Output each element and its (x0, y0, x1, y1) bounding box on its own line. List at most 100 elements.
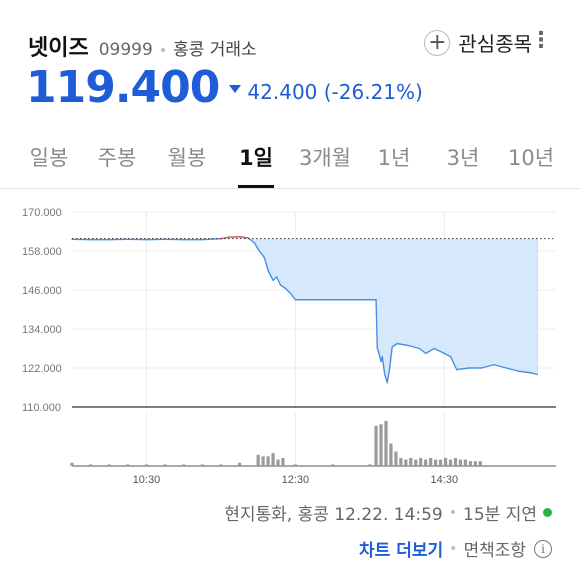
watchlist-label: 관심종목 (458, 32, 532, 56)
y-tick-label: 134.000 (22, 324, 62, 336)
price-line-down (493, 364, 508, 369)
price-line-down (263, 256, 269, 272)
volume-bar (478, 461, 482, 466)
price-line-down (276, 276, 282, 286)
volume-bar (458, 459, 463, 466)
price-line-down (456, 367, 470, 371)
price-line-down (253, 242, 259, 251)
live-status-icon (543, 508, 552, 517)
volume-bar (256, 454, 260, 466)
volume-bar (271, 453, 275, 466)
volume-bar (219, 464, 223, 466)
volume-bar (434, 459, 438, 466)
stock-code: 09999 (98, 40, 153, 60)
volume-bar (399, 457, 403, 466)
volume-bar (200, 464, 204, 466)
price-line-down (443, 352, 452, 358)
tab-monthly[interactable]: 월봉 (167, 146, 207, 170)
chart-links: 차트 더보기 • 면책조항 i (359, 536, 552, 561)
stock-header: 넷이즈 09999 • 홍콩 거래소 (28, 30, 257, 61)
price-line-down (377, 351, 382, 363)
volume-bar (89, 464, 93, 466)
price-line-down (201, 237, 222, 241)
price-line-down (375, 299, 378, 350)
price-line-down (433, 347, 446, 355)
price-line-down (284, 287, 292, 294)
quote-row: 119.400 42.400 (-26.21%) (26, 62, 423, 113)
y-tick-label: 110.000 (22, 402, 61, 414)
volume-bar (331, 464, 335, 466)
tab-10year[interactable]: 10년 (507, 146, 555, 170)
volume-bar (384, 421, 388, 466)
y-tick-label: 170.000 (22, 207, 62, 219)
volume-bar (468, 461, 472, 466)
price-line-up (238, 236, 249, 239)
x-tick-label: 14:30 (431, 474, 459, 486)
volume-bar (448, 459, 453, 466)
volume-bar (293, 464, 297, 466)
tab-3year[interactable]: 3년 (446, 146, 480, 170)
price-line-down (480, 364, 495, 369)
intraday-chart[interactable]: 170.000 158.000 146.000 134.000 122.000 110.0… (0, 195, 580, 495)
volume-bar (368, 464, 372, 466)
volume-bar (379, 424, 383, 466)
volume-bar (237, 462, 242, 466)
price-line-down (389, 346, 393, 369)
volume-bar (424, 459, 428, 466)
volume-bar (473, 461, 477, 466)
disclaimer-link[interactable]: 면책조항 (463, 541, 526, 561)
active-tab-indicator (238, 185, 274, 188)
separator-dot: • (448, 504, 458, 521)
separator-dot: • (158, 43, 168, 59)
price-line-down (279, 284, 287, 290)
more-chart-link[interactable]: 차트 더보기 (359, 541, 444, 561)
tab-1year[interactable]: 1년 (377, 146, 411, 170)
x-tick-label: 10:30 (133, 474, 161, 486)
volume-bar (409, 457, 413, 466)
volume-bar (261, 456, 265, 466)
volume-bar (443, 457, 448, 466)
tab-1day[interactable]: 1일 (239, 146, 273, 170)
price-change: 42.400 (-26.21%) (247, 80, 423, 104)
stock-name: 넷이즈 (28, 36, 89, 61)
price-line-down (267, 269, 274, 281)
current-price: 119.400 (26, 62, 220, 113)
volume-bar (429, 457, 433, 466)
price-line-down (449, 355, 458, 371)
volume-bar (374, 425, 378, 466)
volume-bar (438, 459, 443, 466)
exchange-name: 홍콩 거래소 (173, 40, 257, 60)
volume-bar (414, 459, 418, 466)
volume-bar (453, 457, 458, 466)
price-line-down (391, 342, 398, 348)
volume-bar (163, 464, 167, 466)
volume-bar (394, 451, 398, 466)
quote-timestamp: 현지통화, 홍콩 12.22. 14:59 (224, 505, 443, 525)
price-area-fill (72, 236, 538, 383)
tab-daily[interactable]: 일봉 (29, 146, 69, 170)
volume-bar (144, 464, 149, 466)
y-tick-label: 146.000 (22, 285, 62, 297)
price-line-down (530, 372, 539, 376)
info-circle-icon[interactable]: i (534, 539, 552, 558)
volume-bar (70, 462, 74, 466)
y-tick-label: 158.000 (22, 246, 62, 258)
price-line-down (418, 347, 427, 355)
separator-dot: • (449, 540, 458, 557)
volume-bar (419, 457, 423, 466)
add-watchlist-button[interactable]: + 관심종목 (424, 28, 532, 57)
volume-bar (276, 459, 280, 466)
price-line-down (289, 292, 297, 301)
delay-label: 15분 지연 (463, 505, 537, 525)
volume-bar (389, 443, 393, 466)
price-line-up (220, 236, 231, 240)
volume-bar (107, 464, 111, 466)
more-vertical-icon[interactable]: ⋮ (530, 28, 552, 53)
price-line-down (424, 347, 436, 355)
tab-3month[interactable]: 3개월 (298, 146, 352, 170)
period-tabs: 일봉 주봉 월봉 1일 3개월 1년 3년 10년 (0, 130, 580, 189)
price-line-down (272, 276, 278, 281)
price-line-down (257, 248, 266, 259)
price-line-down (386, 367, 391, 384)
tab-weekly[interactable]: 주봉 (97, 146, 137, 170)
